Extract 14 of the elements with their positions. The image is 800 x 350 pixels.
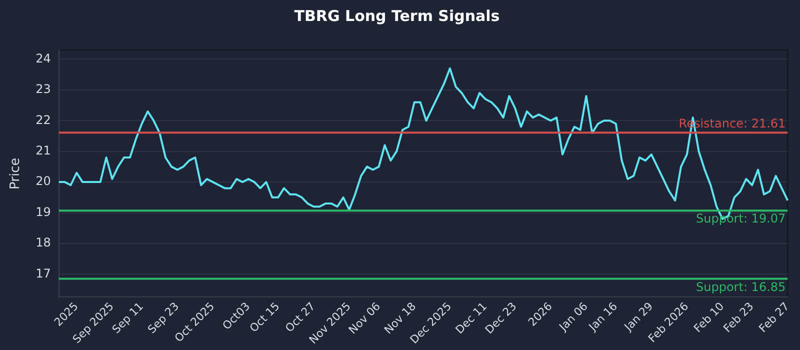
y-tick-label: 20 [36, 174, 51, 188]
y-tick-label: 24 [36, 51, 51, 66]
y-tick-label: 18 [36, 236, 51, 250]
ref-line-label: Support: 16.85 [696, 280, 786, 294]
y-tick-label: 23 [36, 82, 51, 96]
x-tick-label: Feb 27 [756, 300, 792, 336]
y-tick-label: 22 [36, 112, 51, 127]
x-tick-label: Jan 16 [586, 300, 620, 334]
y-axis-title: Price [8, 158, 24, 190]
chart-title: TBRG Long Term Signals [294, 6, 500, 25]
y-tick-label: 21 [36, 143, 51, 158]
ref-line-label: Support: 19.07 [696, 212, 786, 226]
y-tick-label: 17 [36, 266, 51, 280]
y-tick-label: 19 [36, 204, 51, 219]
